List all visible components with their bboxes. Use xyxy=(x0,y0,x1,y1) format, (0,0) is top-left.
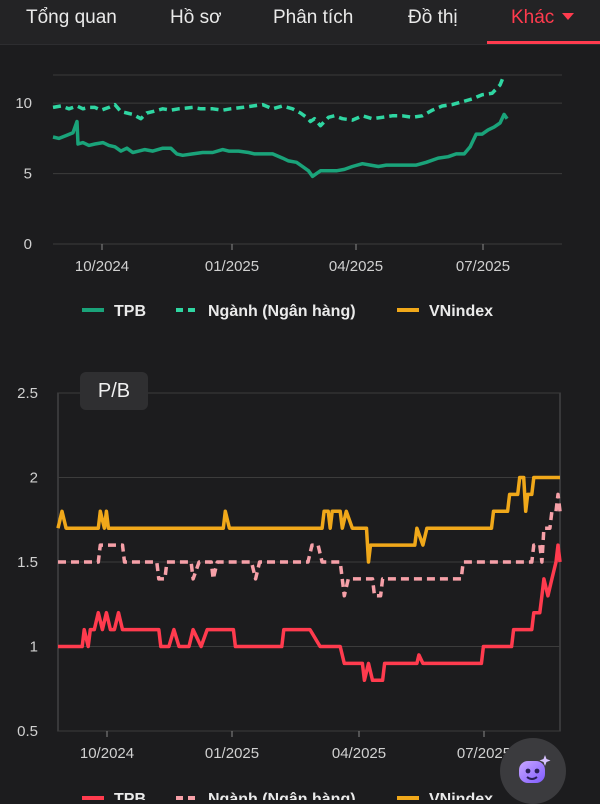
series-line-tpb xyxy=(58,543,562,683)
legend-label[interactable]: VNindex xyxy=(429,303,493,320)
x-tick-label: 04/2025 xyxy=(329,258,383,275)
x-tick-label: 10/2024 xyxy=(75,258,129,275)
y-tick-label: 10 xyxy=(15,95,32,112)
active-tab-indicator xyxy=(487,41,600,44)
legend-label[interactable]: Ngành (Ngân hàng) xyxy=(208,791,356,800)
tab-tong-quan[interactable]: Tổng quan xyxy=(26,7,117,28)
x-tick-label: 04/2025 xyxy=(332,745,386,762)
top-navigation: Tổng quan Hồ sơ Phân tích Đồ thị Khác xyxy=(0,0,600,45)
tab-phan-tich[interactable]: Phân tích xyxy=(273,7,354,28)
y-tick-label: 0.5 xyxy=(17,723,38,740)
chart-price-ratio: 0 5 10 10/2024 01/2025 04/2025 07/2025 TPB Ngà… xyxy=(15,74,562,320)
y-tick-label: 0 xyxy=(24,236,32,253)
y-tick-label: 1 xyxy=(30,639,38,656)
tab-khac-label: Khác xyxy=(511,7,555,28)
legend-label[interactable]: TPB xyxy=(114,303,146,320)
assistant-robot-icon xyxy=(519,755,551,783)
y-tick-label: 1.5 xyxy=(17,554,38,571)
tab-ho-so[interactable]: Hồ sơ xyxy=(170,7,222,28)
legend-label[interactable]: TPB xyxy=(114,791,146,800)
x-tick-label: 10/2024 xyxy=(80,745,134,762)
chart-title-badge: P/B xyxy=(80,372,148,410)
series-line-ng-nh-ng-n-h-ng- xyxy=(52,74,506,128)
series-line-vnindex xyxy=(56,475,560,564)
x-tick-label: 01/2025 xyxy=(205,258,259,275)
x-tick-label: 07/2025 xyxy=(456,258,510,275)
chart-pb: 0.5 1 1.5 2 2.5 10/2024 01/2025 04/2025 07/2025… xyxy=(17,385,562,800)
x-tick-label: 07/2025 xyxy=(457,745,511,762)
assistant-button[interactable] xyxy=(500,738,566,804)
tab-do-thi[interactable]: Đồ thị xyxy=(408,7,458,28)
series-line-tpb xyxy=(52,112,509,179)
y-tick-label: 2 xyxy=(30,470,38,487)
caret-down-icon xyxy=(562,13,575,20)
legend-label[interactable]: Ngành (Ngân hàng) xyxy=(208,303,356,320)
legend-label[interactable]: VNindex xyxy=(429,791,493,800)
series-line-ng-nh-ng-n-h-ng- xyxy=(58,492,562,598)
y-tick-label: 2.5 xyxy=(17,385,38,402)
x-tick-label: 01/2025 xyxy=(205,745,259,762)
y-tick-label: 5 xyxy=(24,166,32,183)
tab-khac[interactable]: Khác xyxy=(487,0,600,44)
